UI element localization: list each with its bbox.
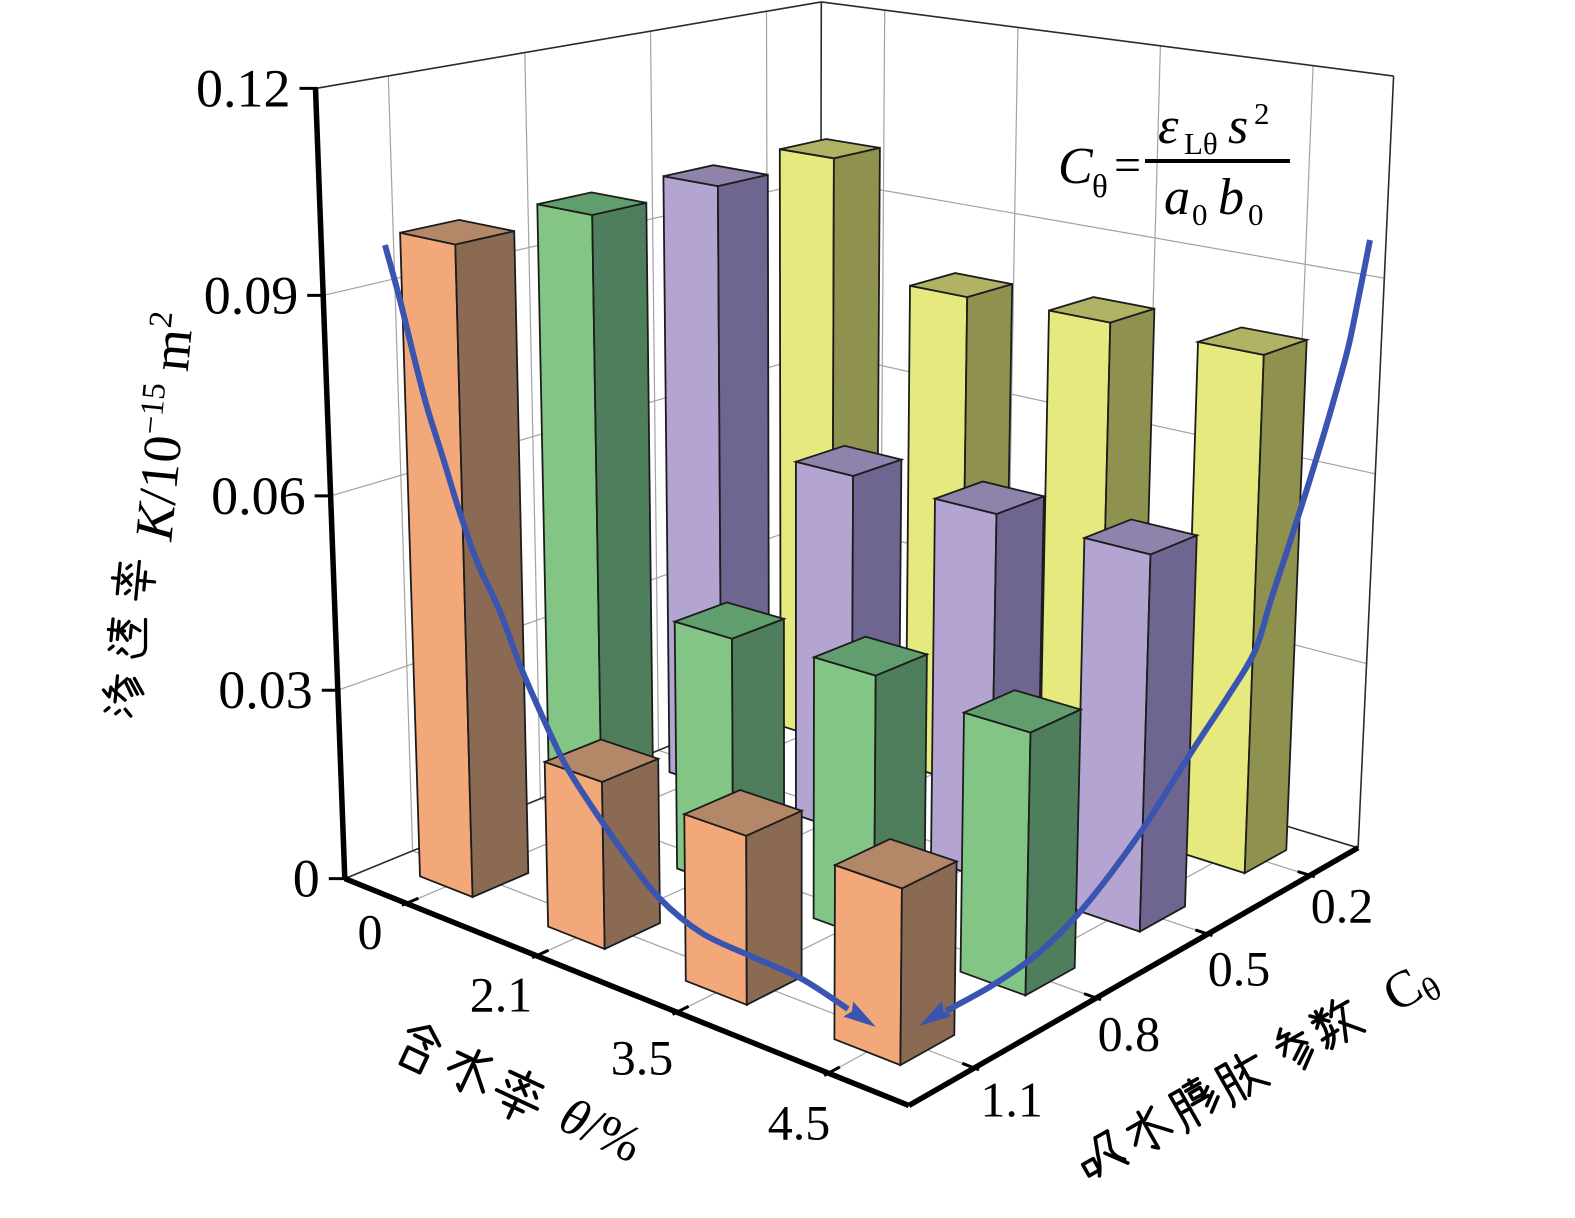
svg-text:0.2: 0.2 <box>1311 878 1374 934</box>
svg-text:2.1: 2.1 <box>470 967 533 1023</box>
svg-text:1.1: 1.1 <box>980 1072 1043 1128</box>
svg-text:3.5: 3.5 <box>611 1030 674 1086</box>
svg-text:Lθ: Lθ <box>1184 126 1218 161</box>
svg-text:b: b <box>1218 169 1244 226</box>
svg-text:0.09: 0.09 <box>204 265 299 325</box>
svg-text:ε: ε <box>1158 98 1179 155</box>
svg-text:0.06: 0.06 <box>211 466 306 526</box>
svg-text:0: 0 <box>293 849 320 909</box>
svg-text:0: 0 <box>1248 197 1264 232</box>
svg-text:C: C <box>1058 138 1094 195</box>
svg-text:0.03: 0.03 <box>218 660 313 720</box>
svg-text:0.8: 0.8 <box>1098 1006 1161 1062</box>
svg-text:=: = <box>1114 139 1141 192</box>
svg-text:0.12: 0.12 <box>196 58 291 118</box>
svg-text:a: a <box>1164 169 1190 226</box>
svg-text:θ: θ <box>1092 169 1108 205</box>
svg-text:0: 0 <box>1192 197 1208 232</box>
svg-text:s: s <box>1228 98 1248 155</box>
svg-text:2: 2 <box>1254 96 1270 131</box>
svg-text:0.5: 0.5 <box>1208 941 1271 997</box>
svg-text:4.5: 4.5 <box>768 1095 831 1151</box>
svg-text:0: 0 <box>358 904 383 960</box>
